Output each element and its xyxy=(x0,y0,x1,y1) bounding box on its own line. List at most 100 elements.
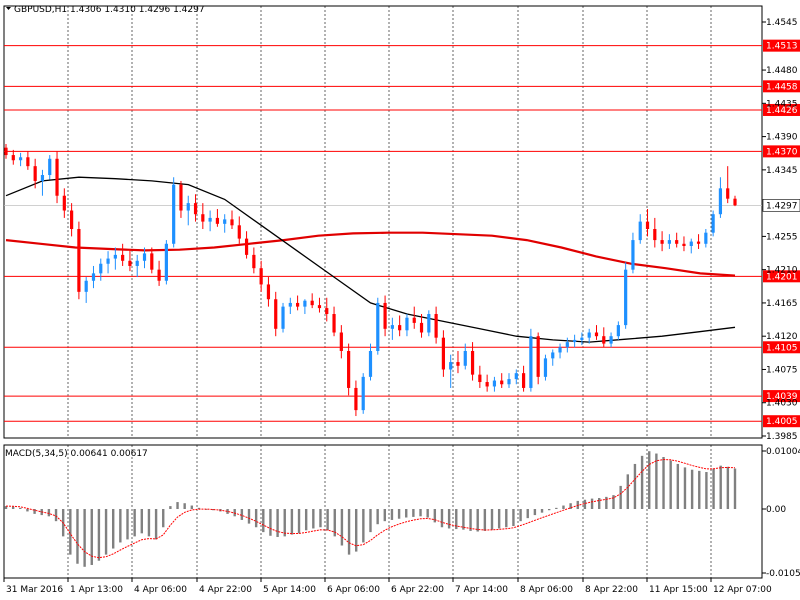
ma-slow-line xyxy=(5,231,736,277)
macd-bar xyxy=(540,509,544,513)
macd-bar xyxy=(726,466,730,509)
time-label: 7 Apr 14:00 xyxy=(455,585,508,595)
macd-bar xyxy=(126,509,129,540)
macd-bar xyxy=(655,453,658,509)
macd-header: MACD(5,34,5) 0.00641 0.00617 xyxy=(5,449,148,459)
candle-body xyxy=(383,302,387,329)
macd-bar xyxy=(254,509,258,528)
candle-body xyxy=(252,254,256,269)
macd-bar xyxy=(426,509,429,518)
price-tick-label: 1.4345 xyxy=(766,166,798,176)
time-label: 1 Apr 13:00 xyxy=(70,585,123,595)
macd-bar xyxy=(112,509,115,549)
price-tick-label: 1.4435 xyxy=(766,99,798,109)
time-label: 6 Apr 06:00 xyxy=(327,585,380,595)
macd-bar xyxy=(355,509,358,552)
candle-body xyxy=(624,269,628,326)
macd-bar xyxy=(312,509,315,529)
macd-bar xyxy=(598,498,601,509)
macd-bar xyxy=(590,498,594,509)
candle-body xyxy=(99,263,103,274)
candle-body xyxy=(201,214,205,222)
price-tick-label: 1.3985 xyxy=(766,432,798,442)
macd-bar xyxy=(319,509,322,528)
candle-body xyxy=(84,280,88,292)
moving-averages xyxy=(5,176,736,343)
macd-bar xyxy=(269,509,272,536)
current-price-label: 1.4297 xyxy=(766,201,798,211)
level-label: 1.4039 xyxy=(766,392,798,402)
macd-bar xyxy=(183,503,186,509)
price-panel-frame xyxy=(3,5,763,439)
candle-body xyxy=(113,254,117,259)
candle-body xyxy=(558,347,562,353)
candle-body xyxy=(317,305,322,309)
macd-bar xyxy=(447,509,451,529)
chart-menu-triangle-icon[interactable] xyxy=(6,7,11,10)
level-label-bg xyxy=(763,270,800,283)
macd-bar xyxy=(626,474,629,509)
macd-bar xyxy=(69,509,72,555)
candle-body xyxy=(704,232,708,244)
macd-bar xyxy=(290,509,294,535)
macd-bar xyxy=(712,468,715,509)
macd-bar xyxy=(104,509,108,555)
candle-body xyxy=(121,254,125,261)
candle-body xyxy=(427,314,431,333)
candle-body xyxy=(434,314,438,338)
candle-body xyxy=(274,299,278,329)
macd-bar xyxy=(276,509,279,537)
macd-bar xyxy=(262,509,265,533)
macd-bar xyxy=(140,509,143,534)
macd-bar xyxy=(226,509,229,514)
macd-bar xyxy=(190,505,194,509)
candle-body xyxy=(580,337,584,340)
candle-body xyxy=(48,158,52,176)
price-tick-label: 1.4545 xyxy=(766,18,798,28)
level-label: 1.4201 xyxy=(766,272,798,282)
macd-bar xyxy=(519,509,522,522)
macd-bar xyxy=(605,496,608,509)
macd-bar xyxy=(4,506,8,509)
macd-bar xyxy=(390,509,394,520)
candle-body xyxy=(208,217,212,222)
candle-body xyxy=(718,188,723,215)
candle-body xyxy=(164,243,168,281)
candle-body xyxy=(230,219,234,226)
candle-body xyxy=(514,373,518,380)
macd-bar xyxy=(640,455,644,509)
candle-body xyxy=(310,300,314,306)
candle-body xyxy=(142,253,147,261)
candle-body xyxy=(259,268,263,285)
candle-body xyxy=(186,203,190,211)
candle-body xyxy=(456,362,460,366)
price-tick-label: 1.4210 xyxy=(766,266,798,276)
price-tick-label: 1.4480 xyxy=(766,66,798,76)
macd-bar xyxy=(412,509,415,517)
ma-fast-line xyxy=(5,176,736,343)
candle-body xyxy=(354,387,358,411)
macd-bar xyxy=(326,509,329,531)
level-label: 1.4370 xyxy=(766,147,798,157)
macd-bar xyxy=(247,509,251,524)
macd-bar xyxy=(76,509,79,564)
macd-bar xyxy=(340,509,344,546)
macd-bar xyxy=(47,509,51,517)
macd-bar xyxy=(612,495,615,509)
macd-bar xyxy=(297,509,301,534)
macd-bar xyxy=(676,463,680,509)
candle-body xyxy=(711,214,715,233)
macd-bar xyxy=(11,506,15,509)
candle-body xyxy=(449,362,453,370)
macd-bar xyxy=(376,509,379,525)
candle-body xyxy=(500,380,504,385)
candle-body xyxy=(70,210,74,229)
macd-bar xyxy=(197,507,201,509)
candle-body xyxy=(368,350,373,377)
macd-bar xyxy=(383,509,386,522)
macd-bar xyxy=(419,509,422,517)
level-label: 1.4513 xyxy=(766,42,798,52)
macd-bar xyxy=(526,509,529,519)
macd-bar xyxy=(240,509,244,520)
candle-body xyxy=(62,195,66,211)
